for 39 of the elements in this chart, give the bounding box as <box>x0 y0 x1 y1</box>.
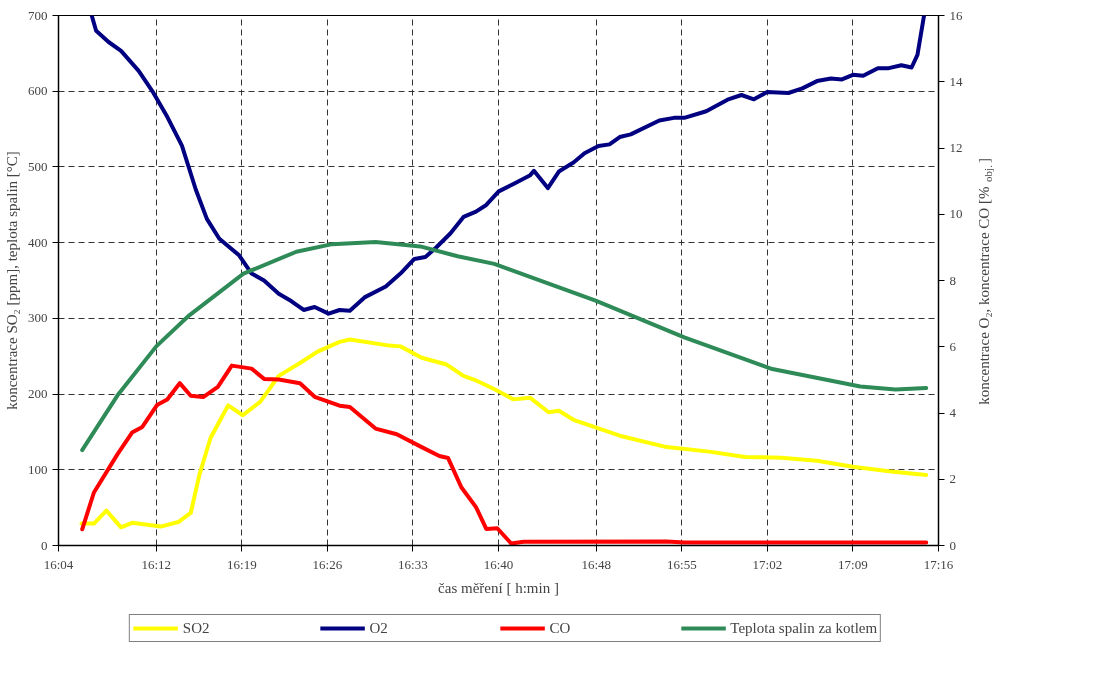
x-tick-label: 16:40 <box>483 556 514 572</box>
x-tick-label: 16:33 <box>398 556 428 572</box>
x-tick-label: 16:04 <box>43 556 74 572</box>
x-tick-label: 17:16 <box>923 556 954 572</box>
y2-tick-label: 6 <box>949 338 957 354</box>
y2-tick-label: 12 <box>949 140 963 155</box>
y-tick-label: 700 <box>28 7 48 23</box>
x-tick-label: 16:48 <box>581 556 612 572</box>
y-tick-label: 100 <box>28 461 48 477</box>
y2-tick-label: 0 <box>949 537 956 553</box>
y2-tick-label: 16 <box>949 7 963 23</box>
legend-label: Teplota spalin za kotlem <box>730 619 878 637</box>
y-tick-label: 500 <box>28 158 48 174</box>
y-tick-label: 400 <box>28 234 48 250</box>
line-series <box>80 239 929 453</box>
line-series <box>80 363 929 546</box>
y-tick-label: 0 <box>41 537 48 553</box>
y-tick-label: 600 <box>28 83 48 99</box>
x-tick-label: 17:02 <box>752 556 783 572</box>
x-tick-label: 16:19 <box>227 556 257 572</box>
x-tick-label: 16:55 <box>667 556 697 572</box>
y2-tick-label: 10 <box>949 206 963 222</box>
legend-label: O2 <box>369 619 389 637</box>
y-tick-label: 300 <box>28 310 48 326</box>
y2-tick-label: 8 <box>949 272 956 288</box>
x-tick-label: 17:09 <box>838 556 868 572</box>
y2-tick-label: 2 <box>949 471 956 487</box>
legend-label: SO2 <box>182 619 210 637</box>
y2-tick-label: 14 <box>949 73 963 89</box>
y2-tick-label: 4 <box>949 405 957 420</box>
y2-axis-title: koncentrace O₂, koncentrace CO [%obj.] <box>975 158 994 405</box>
x-axis-title: čas měření [ h:min ] <box>438 579 559 596</box>
x-tick-label: 16:12 <box>141 556 172 572</box>
legend-label: CO <box>549 619 571 637</box>
line-series <box>89 15 927 316</box>
y-axis-title: koncentrace SO₂ [ppm], teplota spalin [°C] <box>4 151 20 410</box>
x-tick-label: 16:26 <box>312 556 343 572</box>
line-series <box>79 337 929 530</box>
y-tick-label: 200 <box>28 386 48 402</box>
